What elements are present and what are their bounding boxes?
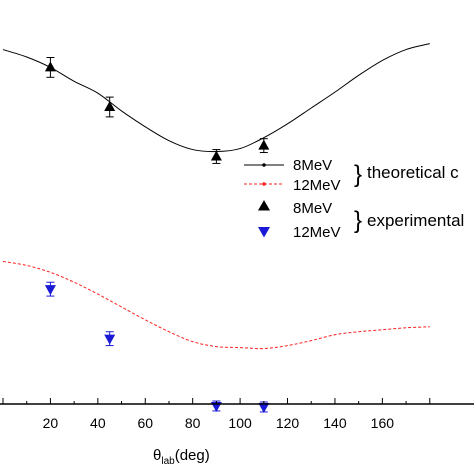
- legend-marker-triangle-down: [258, 227, 270, 238]
- data-point-triangle-up-8mev: [104, 101, 116, 111]
- plot-points: [44, 57, 270, 413]
- data-point-triangle-up-8mev: [44, 61, 56, 72]
- data-point-triangle-down-12mev: [104, 334, 116, 345]
- legend-brace-exp: }: [354, 207, 362, 234]
- data-point-triangle-up-8mev: [210, 150, 222, 161]
- legend-swatch-8mev-dot: [262, 163, 266, 167]
- x-ticks: 20 40 60 80 100 120 140 160: [2, 398, 431, 431]
- x-tick-label: 160: [371, 415, 395, 431]
- legend-label-8mev-theory: 8MeV: [293, 157, 332, 174]
- x-axis-title-symbol: θ: [153, 447, 161, 464]
- plot-lines: [2, 43, 430, 350]
- x-tick-label: 20: [43, 415, 59, 431]
- x-tick-label: 100: [228, 415, 252, 431]
- legend-group-label-theory: theoretical c: [367, 163, 459, 182]
- legend: 8MeV 12MeV } theoretical c 8MeV 12MeV } …: [244, 157, 464, 241]
- legend-label-8mev-exp: 8MeV: [293, 200, 332, 217]
- series-line-8mev: [2, 43, 430, 153]
- x-tick-label: 140: [323, 415, 347, 431]
- legend-brace-theory: }: [354, 161, 362, 188]
- x-tick-label: 80: [185, 415, 201, 431]
- x-tick-label: 40: [90, 415, 106, 431]
- data-point-triangle-down-12mev: [44, 285, 56, 296]
- x-axis-title-rest: (deg): [175, 447, 210, 464]
- series-line-12mev: [2, 260, 430, 350]
- legend-marker-triangle-up: [258, 200, 270, 211]
- legend-group-label-exp: experimental: [367, 211, 464, 230]
- x-axis-title-subscript: lab: [161, 456, 175, 467]
- x-tick-label: 60: [137, 415, 153, 431]
- legend-swatch-12mev-dot: [262, 182, 266, 186]
- x-tick-label: 120: [276, 415, 300, 431]
- data-point-triangle-up-8mev: [258, 139, 270, 150]
- x-axis: 20 40 60 80 100 120 140 160 θlab(deg): [0, 398, 474, 467]
- legend-label-12mev-exp: 12MeV: [293, 224, 341, 241]
- legend-label-12mev-theory: 12MeV: [293, 177, 341, 194]
- x-axis-title: θlab(deg): [153, 447, 210, 467]
- data-point-triangle-down-12mev: [258, 402, 270, 413]
